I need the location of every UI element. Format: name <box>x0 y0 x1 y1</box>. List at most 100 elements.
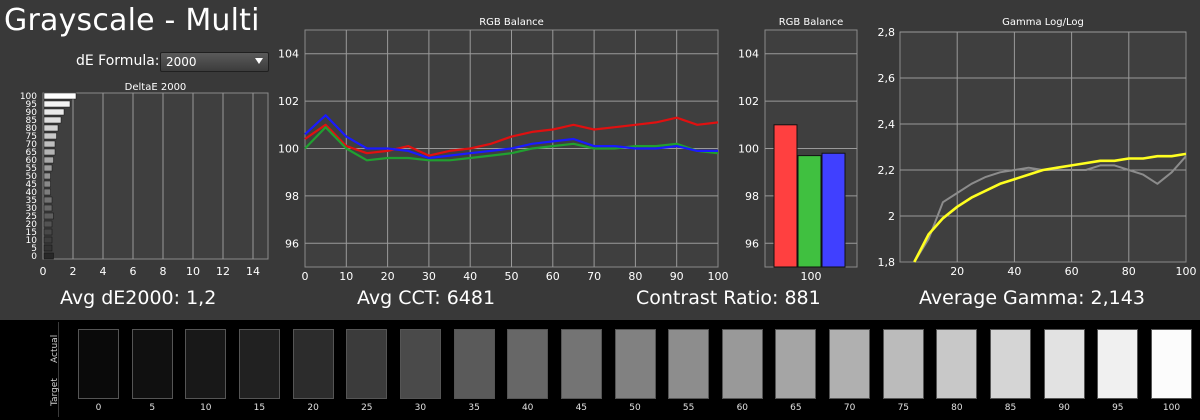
delta-e-bar <box>43 228 53 236</box>
window-title: Grayscale - Multi <box>4 3 260 38</box>
swatch-label: 80 <box>951 403 963 413</box>
average-gamma-stat: Average Gamma: 2,143 <box>919 287 1145 309</box>
swatch-label: 55 <box>682 403 695 413</box>
swatch-label: 65 <box>790 403 802 413</box>
rgb-line-x-tick-label: 40 <box>463 270 477 283</box>
delta-e-bar <box>43 132 57 140</box>
rgb-bar-x-tick-label: 100 <box>801 270 822 283</box>
rgb-balance-bar <box>773 124 798 268</box>
delta-e-y-tick-label: 55 <box>26 164 37 174</box>
rgb-line-y-tick-label: 104 <box>278 48 299 61</box>
grayscale-swatch <box>1043 329 1085 399</box>
grayscale-swatch <box>1097 329 1139 399</box>
delta-e-y-tick-label: 85 <box>26 116 37 126</box>
grayscale-swatch <box>990 329 1031 399</box>
delta-e-y-tick-label: 30 <box>26 204 38 214</box>
delta-e-bar <box>43 196 53 204</box>
de-formula-label: dE Formula: <box>76 53 160 69</box>
swatch-label: 45 <box>575 403 588 413</box>
rgb-line-x-tick-label: 0 <box>302 270 309 283</box>
delta-e-y-tick-label: 20 <box>26 220 38 230</box>
rgb-bar-y-tick-label: 98 <box>745 190 759 203</box>
delta-e-x-tick-label: 14 <box>246 265 260 278</box>
gamma-chart-title: Gamma Log/Log <box>1002 17 1084 28</box>
delta-e-y-tick-label: 10 <box>26 236 38 246</box>
grayscale-swatch <box>560 329 602 399</box>
rgb-balance-series-line <box>304 114 718 160</box>
grayscale-swatch <box>936 329 978 399</box>
gamma-x-tick-label: 80 <box>1122 265 1136 278</box>
actual-row-label: Actual <box>50 334 60 363</box>
delta-e-y-tick-label: 45 <box>26 180 37 190</box>
delta-e-x-tick-label: 6 <box>130 265 137 278</box>
delta-e-y-tick-label: 60 <box>26 156 38 166</box>
swatch-label: 50 <box>629 403 641 413</box>
delta-e-y-tick-label: 25 <box>26 212 37 222</box>
grayscale-swatch <box>453 329 495 399</box>
grayscale-swatch <box>614 329 656 399</box>
rgb-line-x-tick-label: 100 <box>708 270 729 283</box>
gamma-x-tick-label: 40 <box>1007 265 1021 278</box>
gamma-x-tick-label: 100 <box>1176 265 1197 278</box>
grayscale-swatch <box>1151 329 1192 399</box>
grayscale-swatch <box>78 329 119 399</box>
rgb-line-y-tick-label: 96 <box>285 237 299 250</box>
swatch-label: 35 <box>468 403 480 413</box>
delta-e-bar <box>43 180 51 188</box>
delta-e-y-tick-label: 90 <box>26 108 38 118</box>
swatch-label: 0 <box>95 403 102 413</box>
de-formula-select[interactable]: 2000 <box>160 52 269 72</box>
delta-e-bar <box>43 148 56 156</box>
avg-de-stat: Avg dE2000: 1,2 <box>60 287 217 309</box>
delta-e-bar <box>43 100 71 108</box>
swatch-label: 85 <box>1004 403 1017 413</box>
delta-e-y-tick-label: 65 <box>26 148 37 158</box>
rgb-line-x-tick-label: 20 <box>381 270 395 283</box>
delta-e-bar <box>43 116 62 124</box>
delta-e-bar <box>43 220 53 228</box>
delta-e-bar <box>43 212 54 220</box>
delta-e-chart-title: DeltaE 2000 <box>125 82 187 93</box>
swatch-label: 95 <box>1112 403 1124 413</box>
rgb-line-x-tick-label: 80 <box>628 270 642 283</box>
delta-e-x-tick-label: 8 <box>160 265 167 278</box>
gamma-x-tick-label: 20 <box>950 265 964 278</box>
rgb-balance-bar <box>821 152 846 268</box>
swatch-label: 60 <box>736 403 749 413</box>
gamma-series-line <box>913 152 1187 263</box>
delta-e-bar <box>43 156 54 164</box>
avg-cct-stat: Avg CCT: 6481 <box>357 287 496 309</box>
delta-e-bar <box>43 244 53 252</box>
delta-e-x-tick-label: 0 <box>40 265 47 278</box>
gamma-x-tick-label: 60 <box>1065 265 1079 278</box>
rgb-line-y-tick-label: 102 <box>278 95 299 108</box>
de-formula-value: 2000 <box>166 55 197 69</box>
target-row-label: Target <box>50 378 60 406</box>
swatch-label: 70 <box>843 403 856 413</box>
delta-e-x-tick-label: 2 <box>70 265 77 278</box>
swatch-label: 15 <box>253 403 266 413</box>
grayscale-swatch <box>668 329 710 399</box>
swatch-label: 25 <box>361 403 373 413</box>
grayscale-swatch <box>399 329 441 399</box>
swatch-label: 40 <box>521 403 534 413</box>
gamma-y-tick-label: 2,6 <box>878 72 896 85</box>
gamma-y-tick-label: 2,4 <box>878 118 896 131</box>
swatch-label: 30 <box>414 403 427 413</box>
delta-e-y-tick-label: 70 <box>26 140 38 150</box>
rgb-line-x-tick-label: 90 <box>670 270 684 283</box>
delta-e-bar <box>43 140 56 148</box>
rgb-line-y-tick-label: 100 <box>278 143 299 156</box>
grayscale-swatch <box>238 329 280 399</box>
delta-e-y-tick-label: 75 <box>26 132 37 142</box>
swatch-label: 100 <box>1162 403 1181 413</box>
delta-e-bar <box>43 164 53 172</box>
delta-e-y-tick-label: 95 <box>26 100 37 110</box>
delta-e-bar <box>43 172 51 180</box>
grayscale-swatch <box>185 329 227 399</box>
rgb-bar-y-tick-label: 100 <box>738 143 759 156</box>
delta-e-plot-area <box>42 92 269 260</box>
delta-e-y-tick-label: 5 <box>31 244 37 254</box>
delta-e-x-tick-label: 10 <box>186 265 200 278</box>
